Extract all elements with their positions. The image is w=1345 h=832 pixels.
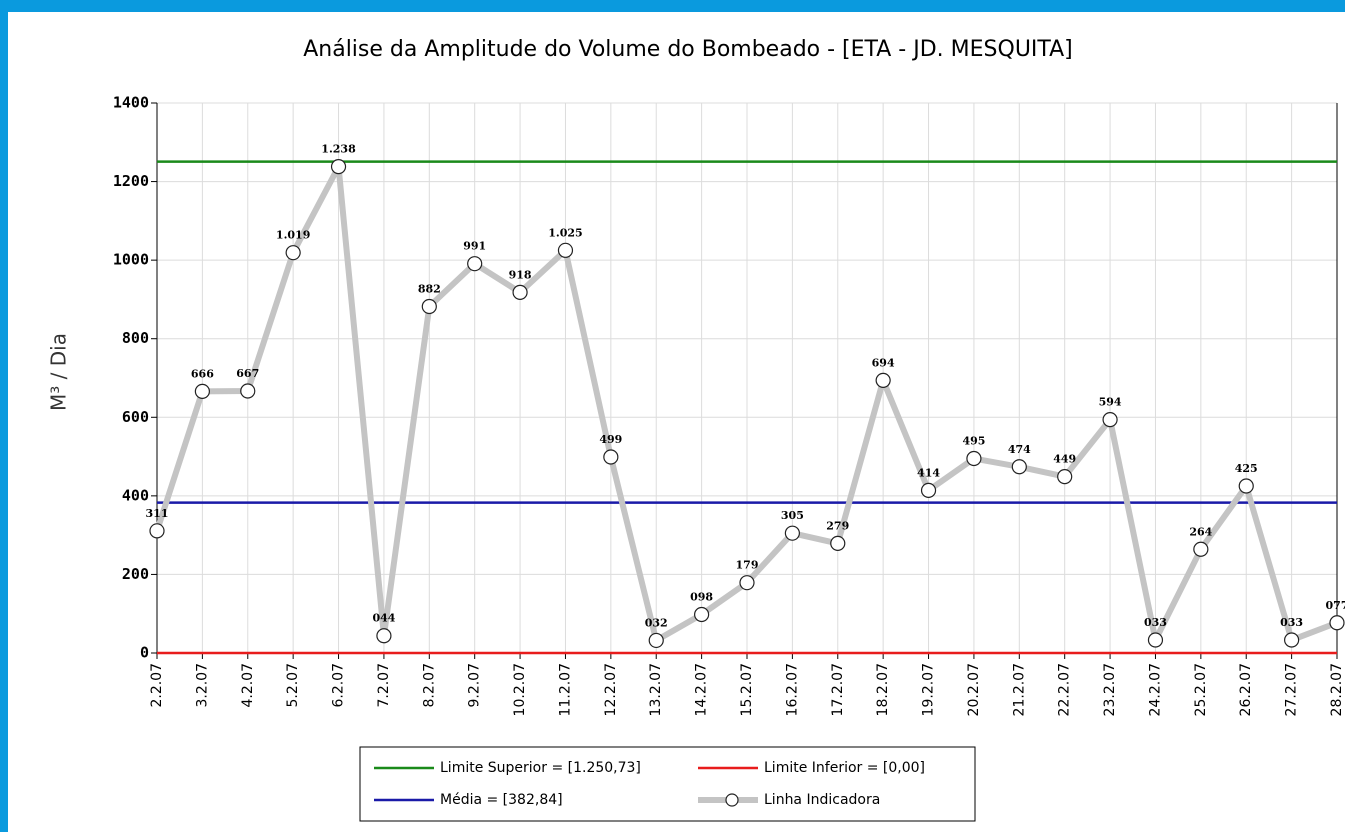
data-point [330, 159, 347, 175]
x-tick-label: 24.2.07 [1147, 663, 1163, 716]
x-tick-label: 16.2.07 [784, 663, 800, 716]
data-label: 1.238 [321, 143, 356, 156]
data-label: 1.025 [548, 226, 582, 239]
chart: Análise da Amplitude do Volume do Bombea… [8, 12, 1345, 832]
x-tick-label: 23.2.07 [1102, 663, 1118, 716]
y-tick-label: 1000 [113, 251, 149, 269]
x-tick-label: 18.2.07 [875, 663, 891, 716]
x-tick-label: 2.2.07 [149, 663, 165, 708]
data-label: 414 [917, 466, 940, 479]
data-point [240, 383, 256, 399]
legend-label: Linha Indicadora [764, 792, 880, 808]
x-tick-label: 28.2.07 [1329, 663, 1345, 716]
x-tick-label: 7.2.07 [376, 663, 392, 708]
data-point [1238, 478, 1254, 494]
data-point [784, 525, 800, 541]
data-label: 474 [1008, 443, 1031, 456]
data-label: 305 [781, 509, 804, 522]
data-label: 499 [599, 433, 622, 446]
data-point [467, 256, 483, 272]
data-label: 033 [1280, 616, 1303, 629]
x-tick-label: 8.2.07 [421, 663, 437, 708]
data-point [421, 298, 437, 315]
data-label: 667 [236, 367, 259, 380]
y-axis-label: M³ / Dia [47, 333, 71, 411]
y-tick-label: 800 [122, 329, 149, 347]
data-label: 311 [146, 507, 169, 520]
data-label: 666 [191, 367, 214, 380]
data-point [694, 606, 710, 623]
data-label: 882 [418, 283, 441, 296]
legend-label: Limite Inferior = [0,00] [764, 760, 925, 776]
data-label: 1.019 [276, 229, 310, 242]
data-label: 918 [509, 268, 532, 281]
x-tick-label: 10.2.07 [512, 663, 528, 716]
data-label: 032 [645, 616, 668, 629]
data-point [512, 284, 528, 300]
x-tick-label: 11.2.07 [557, 663, 573, 716]
x-tick-label: 20.2.07 [966, 663, 982, 716]
data-point [739, 575, 755, 591]
x-tick-label: 13.2.07 [648, 663, 664, 716]
data-point [1329, 615, 1345, 631]
data-label: 279 [826, 519, 849, 532]
data-label: 449 [1053, 453, 1076, 466]
x-tick-label: 5.2.07 [285, 663, 301, 708]
y-tick-label: 400 [122, 486, 149, 504]
data-label: 098 [690, 591, 713, 604]
data-point [376, 628, 392, 644]
data-point [1102, 412, 1118, 428]
data-point [149, 523, 165, 539]
x-tick-label: 26.2.07 [1238, 663, 1254, 716]
x-tick-label: 12.2.07 [603, 663, 619, 716]
x-tick-label: 9.2.07 [467, 663, 483, 708]
x-tick-label: 17.2.07 [830, 663, 846, 716]
data-point [875, 372, 891, 388]
x-tick-label: 4.2.07 [240, 663, 256, 708]
y-tick-label: 0 [140, 644, 149, 662]
data-point [557, 242, 574, 258]
y-tick-label: 1200 [113, 172, 149, 190]
legend-label: Limite Superior = [1.250,73] [440, 760, 641, 776]
data-point [966, 450, 982, 467]
data-label: 044 [372, 612, 395, 625]
x-tick-label: 19.2.07 [921, 663, 937, 716]
data-label: 495 [962, 435, 985, 448]
x-tick-label: 22.2.07 [1057, 663, 1073, 716]
x-tick-label: 6.2.07 [331, 663, 347, 708]
data-point [603, 449, 619, 465]
x-tick-label: 25.2.07 [1193, 663, 1209, 716]
data-point [1057, 469, 1073, 485]
legend-box [359, 746, 976, 822]
y-tick-label: 600 [122, 408, 149, 426]
chart-title: Análise da Amplitude do Volume do Bombea… [303, 37, 1073, 62]
legend-marker [725, 793, 739, 807]
data-point [1011, 459, 1027, 475]
data-point [830, 535, 846, 551]
data-point [1147, 632, 1164, 648]
x-tick-label: 27.2.07 [1284, 663, 1300, 716]
data-label: 694 [872, 356, 895, 369]
data-label: 425 [1235, 462, 1258, 475]
data-label: 991 [463, 240, 486, 253]
x-tick-label: 3.2.07 [194, 663, 210, 708]
data-point [285, 245, 301, 261]
data-label: 077 [1326, 599, 1345, 612]
x-tick-label: 21.2.07 [1011, 663, 1027, 716]
data-point [194, 383, 210, 399]
x-tick-label: 15.2.07 [739, 663, 755, 716]
y-tick-label: 200 [122, 565, 149, 583]
legend-label: Média = [382,84] [440, 792, 563, 808]
data-label: 264 [1189, 525, 1212, 538]
data-point [1193, 541, 1209, 557]
y-tick-label: 1400 [113, 94, 149, 112]
data-label: 179 [736, 559, 759, 572]
data-point [648, 632, 664, 649]
data-label: 594 [1099, 396, 1122, 409]
x-tick-label: 14.2.07 [694, 663, 710, 716]
data-point [920, 482, 937, 498]
data-point [1284, 632, 1300, 648]
data-label: 033 [1144, 616, 1167, 629]
